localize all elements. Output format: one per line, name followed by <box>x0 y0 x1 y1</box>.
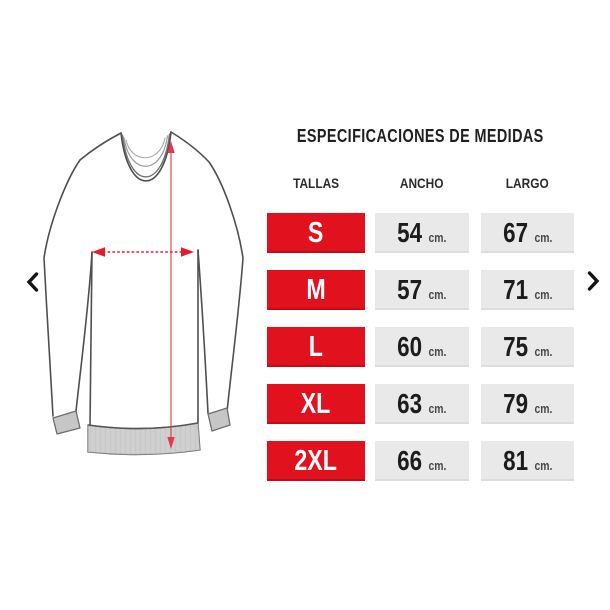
ancho-value-cell: 57 cm. <box>375 270 469 310</box>
size-cell-xl: XL <box>267 384 365 424</box>
sweater-diagram <box>28 112 263 477</box>
sweater-outline-svg <box>43 131 244 456</box>
table-row: L 60 cm. 75 cm. <box>0 327 610 367</box>
prev-arrow-icon[interactable] <box>26 272 42 292</box>
column-header-ancho: ANCHO <box>400 175 444 191</box>
ancho-value-cell: 60 cm. <box>375 327 469 367</box>
size-cell-l: L <box>267 327 365 367</box>
column-header-largo: LARGO <box>506 175 549 191</box>
page-title-text: ESPECIFICACIONES DE MEDIDAS <box>296 126 544 146</box>
largo-value-cell: 81 cm. <box>481 441 574 481</box>
column-header-tallas: TALLAS <box>292 175 340 191</box>
sweater-body-outline <box>43 131 244 426</box>
table-row: S 54 cm. 67 cm. <box>0 213 610 253</box>
table-row: 2XL 66 cm. 81 cm. <box>0 441 610 481</box>
ancho-value-cell: 54 cm. <box>375 213 469 253</box>
largo-value-cell: 71 cm. <box>481 270 574 310</box>
table-row: M 57 cm. 71 cm. <box>0 270 610 310</box>
largo-value-cell: 79 cm. <box>481 384 574 424</box>
body-length-arrow <box>167 141 175 449</box>
sweater-cuffs <box>52 407 231 435</box>
size-cell-2xl: 2XL <box>267 441 365 481</box>
page-title: ESPECIFICACIONES DE MEDIDAS <box>250 126 590 146</box>
ancho-value-cell: 66 cm. <box>375 441 469 481</box>
chest-width-arrow <box>92 247 194 257</box>
next-arrow-icon[interactable] <box>586 271 602 291</box>
largo-value-cell: 75 cm. <box>481 327 574 367</box>
sweater-collar <box>120 131 172 182</box>
size-cell-s: S <box>267 213 365 253</box>
sweater-hem-band <box>87 422 201 456</box>
size-cell-m: M <box>267 270 365 310</box>
ancho-value-cell: 63 cm. <box>375 384 469 424</box>
largo-value-cell: 67 cm. <box>481 213 574 253</box>
table-row: XL 63 cm. 79 cm. <box>0 384 610 424</box>
